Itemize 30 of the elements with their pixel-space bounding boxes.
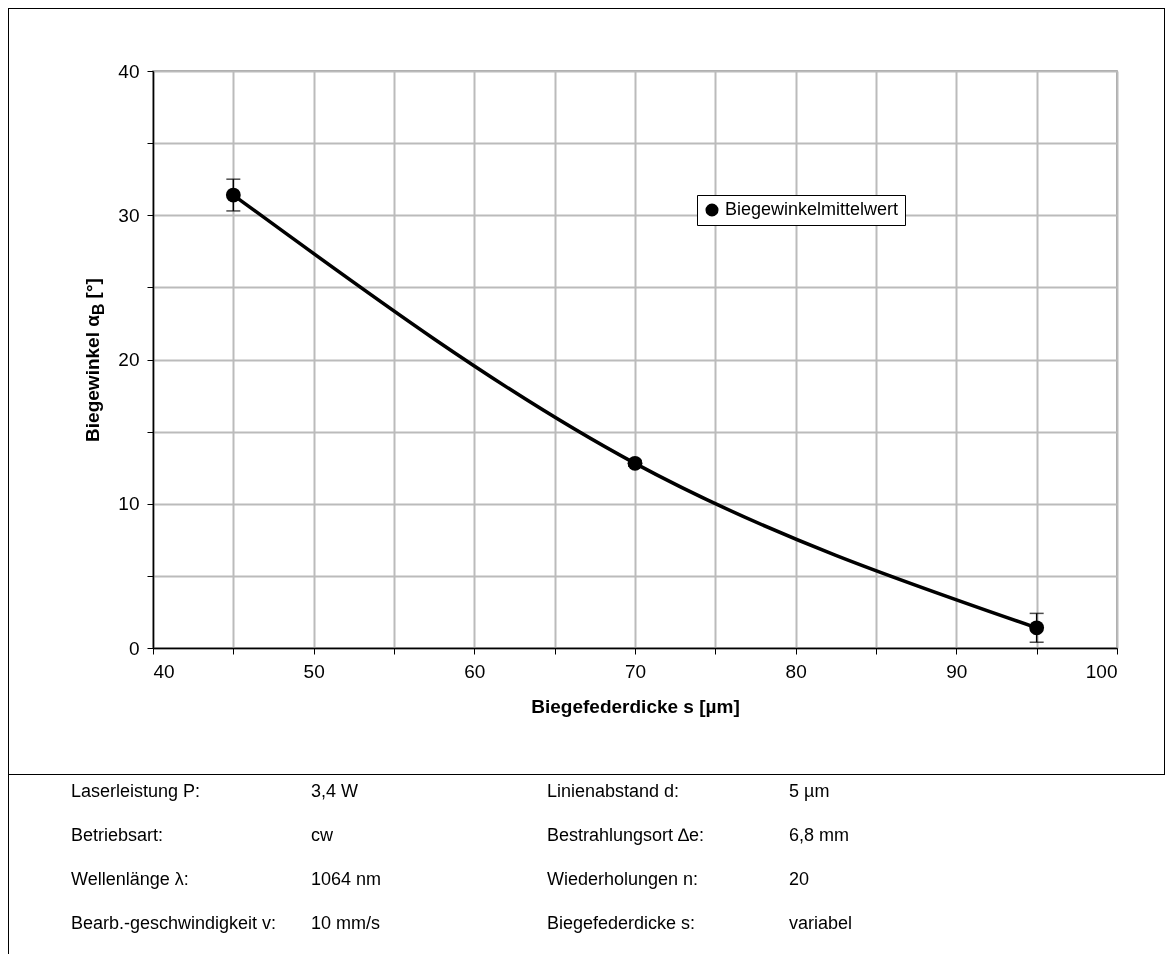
x-tick-label: 90 (946, 660, 968, 682)
x-tick-label: 70 (624, 660, 647, 682)
x-tick-label: 40 (153, 660, 175, 682)
text: Bestrahlungsort ∆e: (547, 825, 706, 847)
x-tick-label: 80 (785, 660, 807, 682)
y-tick-label: 20 (118, 349, 140, 370)
x-tick-label: 60 (464, 660, 486, 682)
text: Wellenlänge λ: (71, 869, 190, 891)
x-axis-title: Biegefederdicke s [µm] (531, 695, 740, 717)
text: Linienabstand d: (547, 781, 681, 803)
text: 1064 nm (311, 869, 383, 891)
legend-label: Biegewinkelmittelwert (725, 199, 899, 219)
text: Betriebsart: (71, 825, 165, 847)
text: Laserleistung P: (71, 781, 202, 803)
y-tick-label: 10 (118, 493, 140, 515)
y-tick-label: 30 (118, 204, 140, 226)
x-tick-label: 50 (303, 660, 325, 682)
text: 10 mm/s (311, 913, 381, 935)
text: 6,8 mm (789, 825, 850, 847)
text: cw (311, 825, 334, 847)
x-tick-label: 100 (1085, 660, 1118, 682)
text: 20 (789, 869, 811, 891)
text: variabel (789, 913, 854, 935)
text: Wiederholungen n: (547, 869, 700, 891)
text: 5 µm (789, 781, 831, 803)
text: Biegefederdicke s: (547, 913, 697, 935)
y-tick-label: 0 (128, 637, 140, 659)
text: Bearb.-geschwindigkeit v: (71, 913, 278, 935)
text: 3,4 W (311, 781, 359, 803)
y-tick-label: 40 (118, 60, 140, 82)
